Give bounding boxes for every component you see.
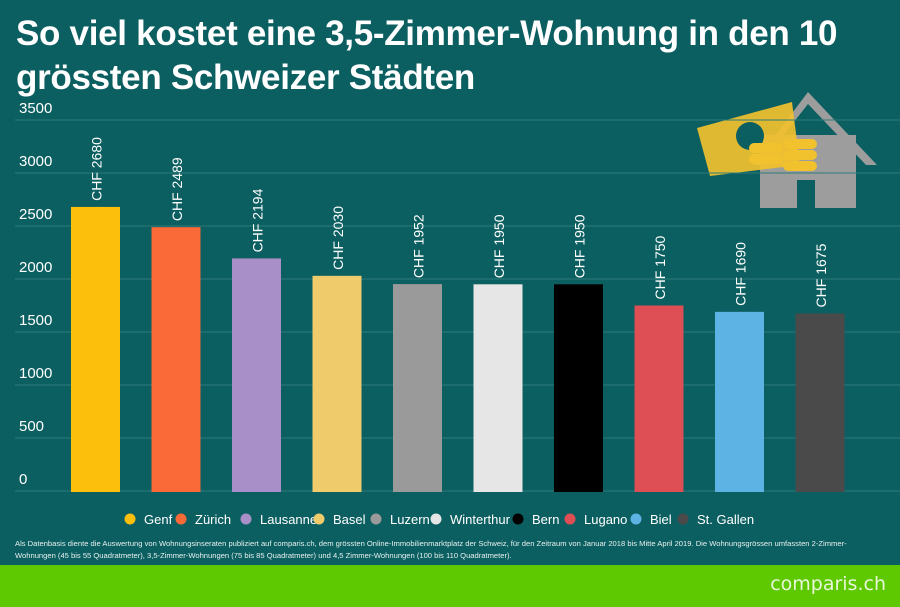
legend-label: Luzern — [390, 512, 430, 527]
bar — [715, 311, 764, 492]
legend-swatch — [677, 513, 689, 525]
data-label: CHF 2489 — [169, 157, 185, 221]
legend-swatch — [124, 513, 136, 525]
bar-chart: 0 500 1000 1500 2000 2500 3000 3500 CHF 2680 CHF… — [15, 92, 900, 527]
legend-swatch — [370, 513, 382, 525]
y-tick-label: 0 — [19, 471, 27, 488]
legend-swatch — [240, 513, 252, 525]
legend-swatch — [564, 513, 576, 525]
bar — [473, 284, 523, 492]
bar — [151, 227, 201, 492]
house-money-icon — [697, 92, 877, 208]
legend-label: Zürich — [195, 512, 231, 527]
comparis-logo[interactable]: comparis.ch — [770, 573, 886, 595]
y-tick-label: 3500 — [19, 100, 52, 117]
legend-swatch — [175, 513, 187, 525]
y-tick-label: 500 — [19, 418, 44, 435]
legend-label: Basel — [333, 512, 366, 527]
bar — [71, 206, 120, 493]
data-label: CHF 1950 — [491, 214, 507, 278]
y-tick-label: 1500 — [19, 312, 52, 329]
data-label: CHF 1690 — [733, 242, 749, 306]
bar — [393, 284, 442, 492]
bar — [232, 258, 281, 492]
legend-swatch — [512, 513, 524, 525]
legend-label: Bern — [532, 512, 559, 527]
legend-label: Genf — [144, 512, 173, 527]
data-label: CHF 2680 — [89, 137, 105, 201]
legend-label: Lausanne — [260, 512, 317, 527]
bar — [554, 284, 603, 492]
bar — [634, 305, 684, 492]
legend-swatch — [430, 513, 442, 525]
bar — [795, 313, 845, 492]
footnote: Als Datenbasis diente die Auswertung von… — [15, 539, 847, 560]
data-label: CHF 1750 — [652, 235, 668, 299]
y-tick-label: 2000 — [19, 259, 52, 276]
bar — [312, 275, 362, 492]
y-tick-label: 2500 — [19, 206, 52, 223]
legend-swatch — [630, 513, 642, 525]
legend-label: St. Gallen — [697, 512, 754, 527]
footer-bar: comparis.ch — [0, 565, 900, 607]
legend-label: Winterthur — [450, 512, 511, 527]
y-tick-label: 3000 — [19, 153, 52, 170]
data-label: CHF 1952 — [411, 214, 427, 278]
legend-label: Lugano — [584, 512, 627, 527]
y-tick-label: 1000 — [19, 365, 52, 382]
data-label: CHF 1675 — [813, 243, 829, 307]
legend-swatch — [313, 513, 325, 525]
chart-title: So viel kostet eine 3,5-Zimmer-Wohnung i… — [16, 14, 838, 97]
data-label: CHF 2194 — [250, 188, 266, 252]
data-label: CHF 2030 — [330, 206, 346, 270]
legend-label: Biel — [650, 512, 672, 527]
data-label: CHF 1950 — [572, 214, 588, 278]
